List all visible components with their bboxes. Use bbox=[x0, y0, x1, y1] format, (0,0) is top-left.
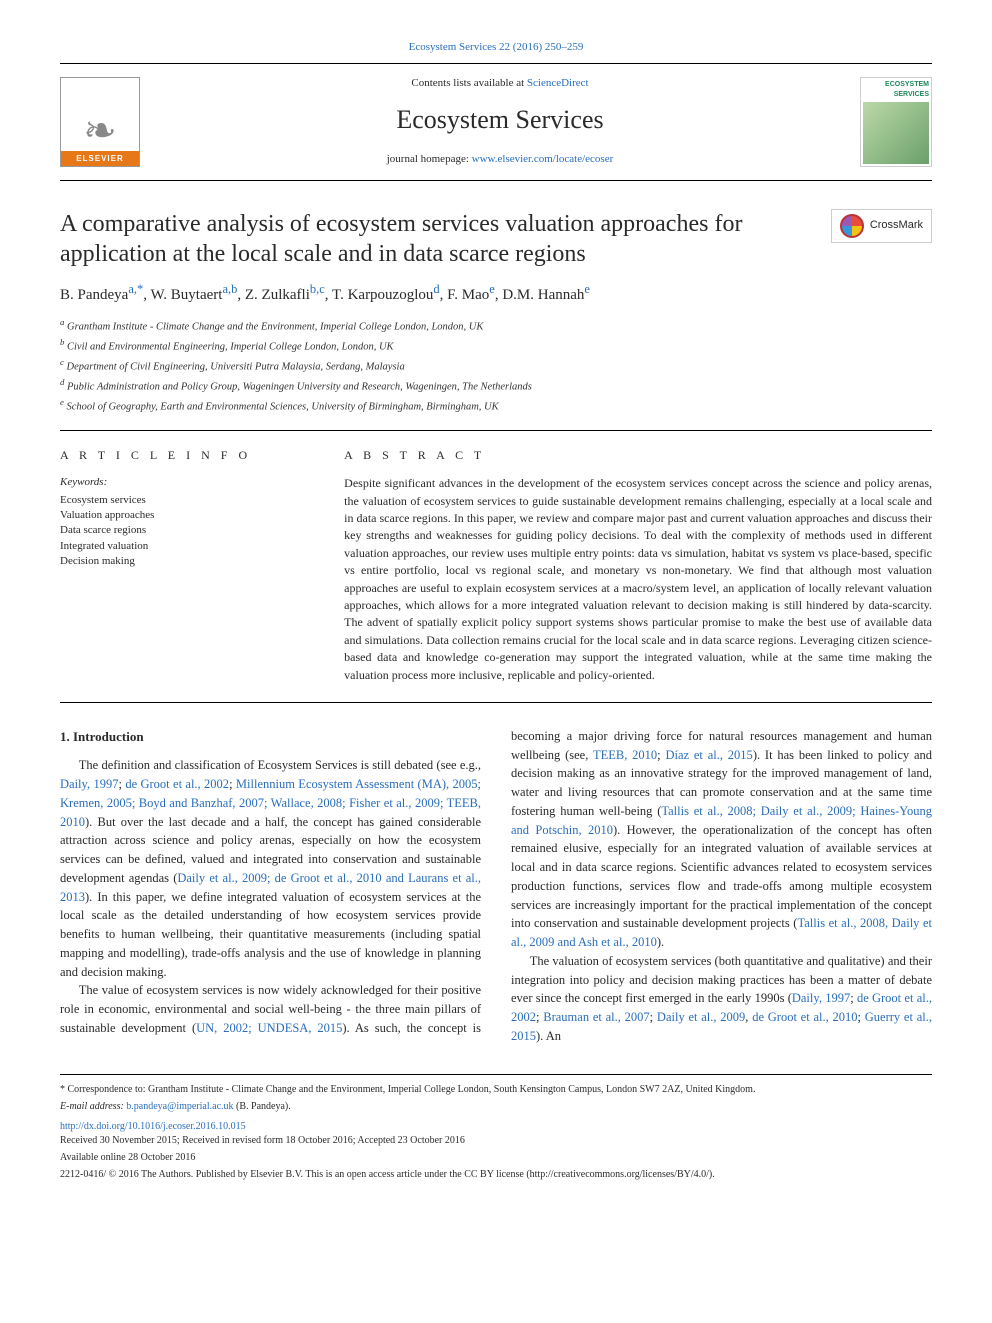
article-info-heading: A R T I C L E I N F O bbox=[60, 447, 304, 464]
authors-line: B. Pandeyaa,*, W. Buytaerta,b, Z. Zulkaf… bbox=[60, 281, 932, 306]
article-meta-row: A R T I C L E I N F O Keywords: Ecosyste… bbox=[60, 430, 932, 703]
affiliation-line: d Public Administration and Policy Group… bbox=[60, 376, 932, 395]
affiliation-line: b Civil and Environmental Engineering, I… bbox=[60, 336, 932, 355]
keywords-list: Ecosystem servicesValuation approachesDa… bbox=[60, 493, 304, 570]
running-head-citation: Ecosystem Services 22 (2016) 250–259 bbox=[60, 40, 932, 55]
received-line: Received 30 November 2015; Received in r… bbox=[60, 1134, 932, 1148]
email-line: E-mail address: b.pandeya@imperial.ac.uk… bbox=[60, 1100, 932, 1114]
keyword-item: Ecosystem services bbox=[60, 493, 304, 508]
sciencedirect-link[interactable]: ScienceDirect bbox=[527, 77, 589, 89]
email-link[interactable]: b.pandeya@imperial.ac.uk bbox=[126, 1101, 233, 1112]
affiliation-line: e School of Geography, Earth and Environ… bbox=[60, 396, 932, 415]
doi-link[interactable]: http://dx.doi.org/10.1016/j.ecoser.2016.… bbox=[60, 1120, 932, 1134]
text-run: ; bbox=[229, 777, 236, 791]
email-suffix: (B. Pandeya). bbox=[234, 1101, 291, 1112]
citation-link[interactable]: de Groot et al., 2002 bbox=[125, 777, 229, 791]
journal-title: Ecosystem Services bbox=[140, 102, 860, 138]
elsevier-name: ELSEVIER bbox=[61, 151, 139, 166]
citation-link[interactable]: Daily et al., 2009 bbox=[657, 1010, 745, 1024]
article-body: 1. Introduction The definition and class… bbox=[60, 727, 932, 1046]
keyword-item: Valuation approaches bbox=[60, 508, 304, 523]
article-title: A comparative analysis of ecosystem serv… bbox=[60, 209, 815, 269]
available-online-line: Available online 28 October 2016 bbox=[60, 1151, 932, 1165]
text-run: ). In this paper, we define integrated v… bbox=[60, 890, 481, 979]
paragraph-1: The definition and classification of Eco… bbox=[60, 756, 481, 981]
homepage-link[interactable]: www.elsevier.com/locate/ecoser bbox=[472, 153, 614, 165]
text-run: ; bbox=[850, 991, 857, 1005]
crossmark-icon bbox=[840, 214, 864, 238]
paragraph-3: The valuation of ecosystem services (bot… bbox=[511, 952, 932, 1046]
journal-header: ❧ ELSEVIER Contents lists available at S… bbox=[60, 63, 932, 180]
affiliation-line: a Grantham Institute - Climate Change an… bbox=[60, 316, 932, 335]
keyword-item: Data scarce regions bbox=[60, 523, 304, 538]
header-center: Contents lists available at ScienceDirec… bbox=[140, 76, 860, 167]
affiliation-line: c Department of Civil Engineering, Unive… bbox=[60, 356, 932, 375]
copyright-line: 2212-0416/ © 2016 The Authors. Published… bbox=[60, 1168, 932, 1182]
citation-link[interactable]: UN, 2002; UNDESA, 2015 bbox=[196, 1021, 342, 1035]
text-run: ). However, the operationalization of th… bbox=[511, 823, 932, 931]
affiliations-block: a Grantham Institute - Climate Change an… bbox=[60, 316, 932, 416]
article-footer: * Correspondence to: Grantham Institute … bbox=[60, 1074, 932, 1182]
citation-link[interactable]: de Groot et al., 2010 bbox=[752, 1010, 857, 1024]
contents-prefix: Contents lists available at bbox=[411, 77, 526, 89]
text-run: ; bbox=[650, 1010, 657, 1024]
contents-line: Contents lists available at ScienceDirec… bbox=[140, 76, 860, 91]
crossmark-label: CrossMark bbox=[870, 218, 923, 233]
elsevier-logo: ❧ ELSEVIER bbox=[60, 77, 140, 167]
text-run: ). An bbox=[536, 1029, 561, 1043]
cover-title: ECOSYSTEM SERVICES bbox=[863, 80, 929, 100]
abstract-text: Despite significant advances in the deve… bbox=[344, 475, 932, 684]
text-run: The definition and classification of Eco… bbox=[79, 758, 481, 772]
citation-link[interactable]: Díaz et al., 2015 bbox=[665, 748, 752, 762]
text-run: ; bbox=[858, 1010, 865, 1024]
homepage-prefix: journal homepage: bbox=[387, 153, 472, 165]
cover-image-icon bbox=[863, 102, 929, 164]
correspondence-line: * Correspondence to: Grantham Institute … bbox=[60, 1083, 932, 1097]
crossmark-badge[interactable]: CrossMark bbox=[831, 209, 932, 243]
section-number: 1. bbox=[60, 729, 70, 744]
citation-link[interactable]: Daily, 1997 bbox=[792, 991, 850, 1005]
keywords-label: Keywords: bbox=[60, 475, 304, 490]
citation-link[interactable]: TEEB, 2010 bbox=[593, 748, 657, 762]
keyword-item: Decision making bbox=[60, 554, 304, 569]
keyword-item: Integrated valuation bbox=[60, 539, 304, 554]
homepage-line: journal homepage: www.elsevier.com/locat… bbox=[140, 152, 860, 167]
section-title: Introduction bbox=[73, 729, 144, 744]
abstract-heading: A B S T R A C T bbox=[344, 447, 932, 464]
abstract-column: A B S T R A C T Despite significant adva… bbox=[344, 447, 932, 684]
elsevier-tree-icon: ❧ bbox=[83, 111, 117, 151]
text-run: ). bbox=[657, 935, 664, 949]
article-info-column: A R T I C L E I N F O Keywords: Ecosyste… bbox=[60, 447, 304, 684]
journal-cover-thumbnail: ECOSYSTEM SERVICES bbox=[860, 77, 932, 167]
email-label: E-mail address: bbox=[60, 1101, 126, 1112]
citation-link[interactable]: Daily, 1997 bbox=[60, 777, 118, 791]
citation-link[interactable]: Brauman et al., 2007 bbox=[543, 1010, 649, 1024]
section-heading-introduction: 1. Introduction bbox=[60, 727, 481, 747]
